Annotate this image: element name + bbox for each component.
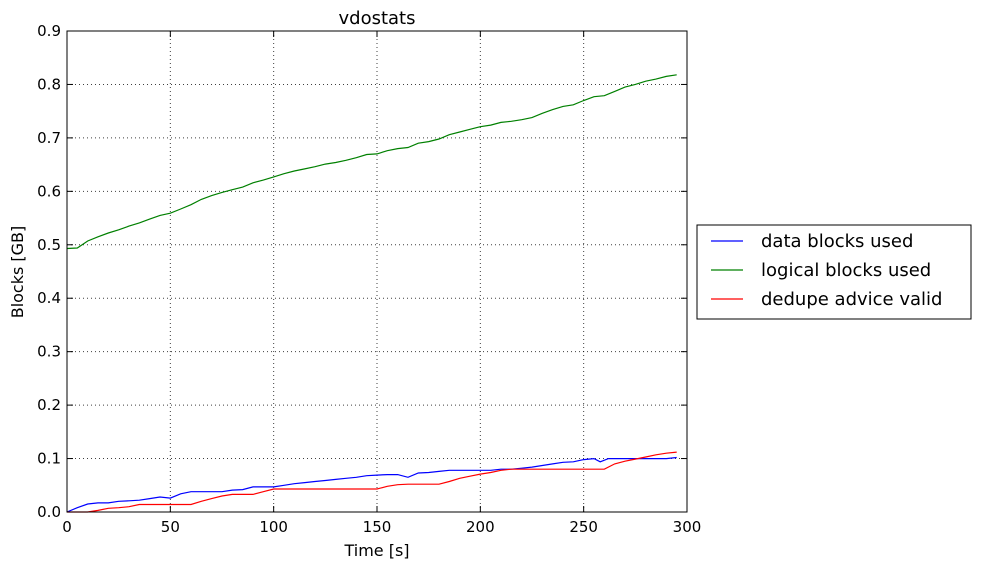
series-line-dedupe-advice-valid <box>67 451 677 513</box>
y-tick-label: 0.7 <box>37 129 61 147</box>
x-tick-label: 0 <box>62 518 72 536</box>
series-line-logical-blocks-used <box>66 74 677 250</box>
x-tick-label: 100 <box>259 518 288 536</box>
x-tick-label: 200 <box>466 518 495 536</box>
chart-title: vdostats <box>339 8 416 29</box>
x-tick-label: 250 <box>569 518 598 536</box>
y-tick-label: 0.9 <box>37 22 61 40</box>
y-tick-label: 0.8 <box>37 75 61 93</box>
x-tick-label: 150 <box>363 518 392 536</box>
legend-label: data blocks used <box>761 231 913 252</box>
x-tick-label: 300 <box>673 518 702 536</box>
y-tick-label: 0.2 <box>37 396 61 414</box>
y-axis-label: Blocks [GB] <box>8 226 27 319</box>
y-tick-label: 0.1 <box>37 450 61 468</box>
axis-ticks: 0 50 100 150 200 250 300 0.0 0.1 0.2 0.3 0.4 0.5 0.6 0… <box>37 22 701 536</box>
legend: data blocks used logical blocks used dedup… <box>696 224 972 320</box>
grid <box>67 31 687 512</box>
x-axis-label: Time [s] <box>343 541 409 560</box>
plot-lines <box>66 74 677 513</box>
legend-label: dedupe advice valid <box>761 289 942 310</box>
y-tick-label: 0.0 <box>37 503 61 521</box>
y-tick-label: 0.5 <box>37 236 61 254</box>
series-line-data-blocks-used <box>66 456 677 513</box>
x-tick-label: 50 <box>161 518 180 536</box>
legend-label: logical blocks used <box>761 260 931 281</box>
y-tick-label: 0.6 <box>37 182 61 200</box>
y-tick-label: 0.3 <box>37 343 61 361</box>
y-tick-label: 0.4 <box>37 289 61 307</box>
